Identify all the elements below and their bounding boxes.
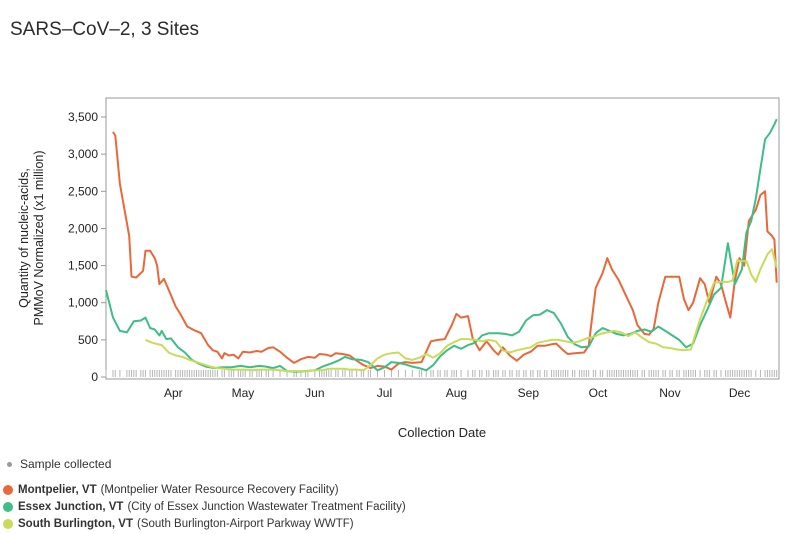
series-line-0[interactable] [112,131,778,371]
legend-facility: (City of Essex Junction Wastewater Treat… [127,500,406,513]
x-tick-label: May [232,386,255,400]
x-tick-label: Apr [164,386,183,400]
y-tick-label: 2,500 [68,184,98,198]
legend-place: Essex Junction, VT [18,500,124,513]
x-tick-label: Nov [659,386,680,400]
legend-facility: (Montpelier Water Resource Recovery Faci… [100,483,339,496]
y-axis: 0 500 1,000 1,500 2,000 2,500 3,000 3,500 [68,110,106,384]
x-axis-label: Collection Date [398,425,486,440]
sample-collected-ticks [105,370,778,377]
y-axis-label-line-2: PMMoV Normalized (x1 million) [32,150,46,325]
series-line-2[interactable] [145,248,778,373]
y-tick-label: 3,000 [68,147,98,161]
plot-frame [105,97,780,380]
y-axis-label-line-1: Quantity of nucleic-acids, [17,168,31,308]
x-tick-label: Jul [377,386,392,400]
legend-dot-icon [3,518,13,529]
y-tick-label: 1,000 [68,296,98,310]
x-tick-label: Oct [589,386,608,400]
x-tick-label: Jun [305,386,324,400]
legend-item-essex-junction[interactable]: Essex Junction, VT (City of Essex Juncti… [3,498,406,515]
series-line-1[interactable] [105,118,778,373]
y-tick-label: 2,000 [68,221,98,235]
legend-place: Montpelier, VT [18,483,97,496]
legend-item-south-burlington[interactable]: South Burlington, VT (South Burlington-A… [3,515,406,532]
chart-title: SARS–CoV–2, 3 Sites [10,19,200,40]
legend-dot-icon [3,501,13,512]
sample-collected-label: Sample collected [20,457,112,471]
y-axis-label: Quantity of nucleic-acids, PMMoV Normali… [17,150,46,325]
line-chart: 0 500 1,000 1,500 2,000 2,500 3,000 3,500 Apr Ma… [17,97,780,440]
sample-collected-note: Sample collected [7,457,111,471]
x-tick-label: Sep [518,386,540,400]
y-tick-label: 0 [91,370,98,384]
legend: Montpelier, VT (Montpelier Water Resourc… [3,481,406,532]
y-tick-label: 500 [78,333,98,347]
x-tick-label: Dec [729,386,750,400]
series-lines [105,118,778,373]
legend-item-montpelier[interactable]: Montpelier, VT (Montpelier Water Resourc… [3,481,406,498]
legend-facility: (South Burlington-Airport Parkway WWTF) [136,517,354,530]
y-tick-label: 3,500 [68,110,98,124]
sample-dot-icon [7,461,12,467]
x-axis: Apr May Jun Jul Aug Sep Oct Nov Dec [164,386,750,400]
legend-dot-icon [3,484,13,495]
x-tick-label: Aug [446,386,467,400]
y-tick-label: 1,500 [68,259,98,273]
legend-place: South Burlington, VT [18,517,133,530]
